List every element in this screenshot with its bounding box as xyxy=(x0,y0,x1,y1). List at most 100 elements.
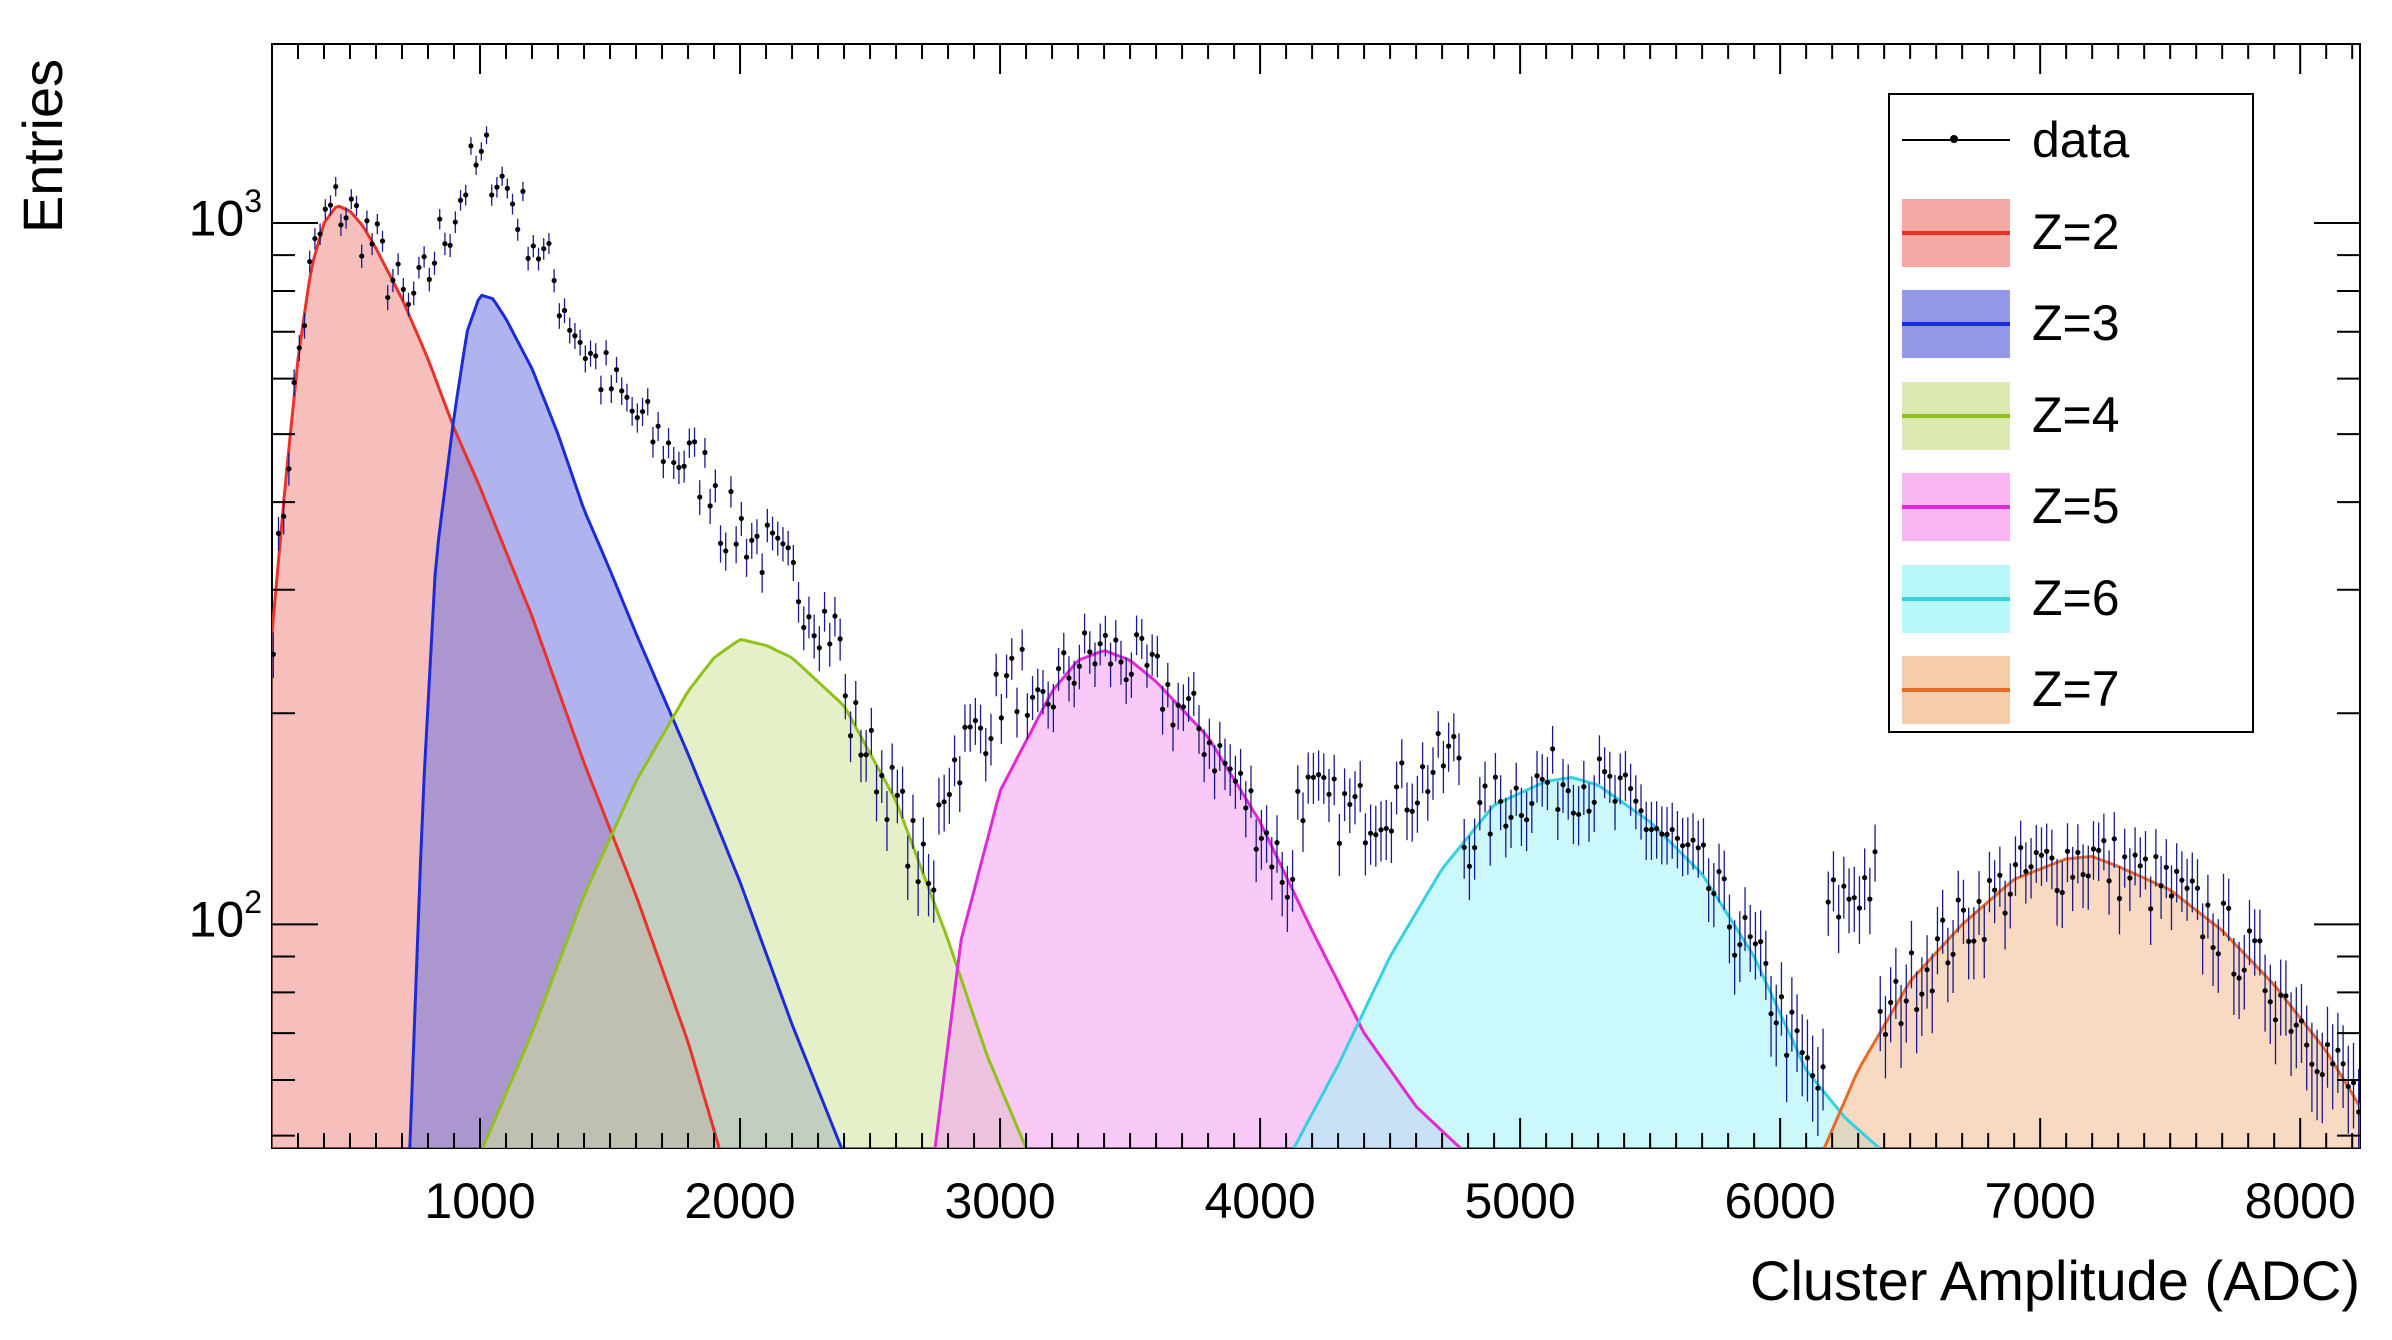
data-point xyxy=(1414,800,1421,806)
data-point xyxy=(1326,791,1332,797)
data-point xyxy=(1669,826,1675,833)
legend-label: Z=4 xyxy=(2032,386,2120,443)
data-point xyxy=(1128,671,1134,677)
data-point xyxy=(905,863,911,869)
data-point xyxy=(494,184,500,190)
data-point xyxy=(1404,807,1410,813)
data-point xyxy=(769,530,776,536)
data-point xyxy=(1674,835,1681,842)
data-point xyxy=(1253,846,1259,852)
data-point xyxy=(2189,878,2195,884)
data-point xyxy=(1945,960,1951,966)
data-point xyxy=(1232,778,1238,784)
legend-entry-z3: Z=3 xyxy=(1890,278,2252,370)
data-point xyxy=(1081,630,1088,636)
data-point xyxy=(1940,917,1946,923)
data-point xyxy=(2080,871,2086,878)
data-point xyxy=(712,482,718,489)
data-point xyxy=(1243,805,1249,811)
data-point xyxy=(863,752,869,758)
data-point xyxy=(1113,637,1119,643)
data-point xyxy=(1966,938,1972,944)
data-point xyxy=(447,242,453,248)
data-point xyxy=(1758,939,1764,945)
data-point xyxy=(473,162,479,168)
data-point xyxy=(1482,783,1488,789)
data-point xyxy=(2231,971,2237,977)
data-point xyxy=(1612,798,1618,804)
data-point xyxy=(1258,835,1264,842)
data-point xyxy=(1732,952,1738,958)
data-point xyxy=(1690,837,1696,843)
data-point xyxy=(1789,1009,1795,1015)
data-point xyxy=(395,261,401,267)
data-point xyxy=(608,386,614,392)
data-point xyxy=(2179,877,2185,883)
data-point xyxy=(785,545,791,551)
data-point xyxy=(411,290,417,296)
data-point xyxy=(2033,849,2039,856)
data-point xyxy=(764,522,770,528)
data-point xyxy=(1820,1064,1826,1070)
data-point xyxy=(733,541,739,547)
data-point xyxy=(1237,770,1244,776)
data-point xyxy=(541,246,547,252)
data-point xyxy=(530,243,536,249)
data-point xyxy=(416,264,422,271)
data-point xyxy=(2194,885,2201,891)
data-point xyxy=(2148,906,2154,912)
data-point xyxy=(1544,779,1551,785)
data-point xyxy=(629,408,635,414)
data-point xyxy=(868,727,874,733)
data-point xyxy=(957,780,963,786)
legend-line xyxy=(1902,413,2010,418)
data-point xyxy=(1555,806,1561,813)
data-point xyxy=(790,559,796,566)
data-point xyxy=(405,301,412,307)
data-point xyxy=(1222,760,1228,766)
data-point xyxy=(1045,701,1051,707)
data-point xyxy=(301,323,308,329)
data-point xyxy=(1648,826,1655,833)
data-point xyxy=(1867,896,1873,902)
data-point xyxy=(1269,864,1275,870)
data-point xyxy=(1316,772,1322,778)
data-point xyxy=(801,624,807,631)
data-point xyxy=(1248,788,1254,794)
data-point xyxy=(697,494,703,500)
data-point xyxy=(1061,650,1067,656)
data-point xyxy=(1747,934,1753,940)
data-point xyxy=(1981,936,1987,943)
data-point xyxy=(2257,938,2263,944)
data-point xyxy=(2184,885,2190,891)
data-point xyxy=(483,132,490,138)
data-point xyxy=(1159,706,1166,712)
data-point xyxy=(1934,936,1941,942)
data-point xyxy=(1877,1008,1883,1015)
data-point xyxy=(837,636,843,642)
data-point xyxy=(1409,808,1415,814)
data-point xyxy=(2137,863,2143,869)
data-point xyxy=(431,260,438,266)
data-point xyxy=(2101,838,2107,844)
legend-entry-z5: Z=5 xyxy=(1890,461,2252,553)
data-point xyxy=(1773,1020,1779,1026)
data-point xyxy=(1055,666,1062,672)
data-point xyxy=(390,277,396,283)
data-point xyxy=(468,143,474,149)
data-point xyxy=(2272,1017,2279,1023)
data-point xyxy=(385,294,391,301)
data-point xyxy=(2330,1061,2336,1067)
data-point xyxy=(1498,798,1504,805)
data-point xyxy=(1227,766,1233,772)
legend-label: Z=2 xyxy=(2032,203,2120,260)
data-point xyxy=(1451,733,1457,740)
data-point xyxy=(2210,944,2216,951)
data-point xyxy=(972,717,978,724)
data-point xyxy=(1960,907,1967,913)
data-point xyxy=(2059,889,2065,896)
legend-entry-z4: Z=4 xyxy=(1890,370,2252,462)
data-point xyxy=(338,222,344,228)
data-point xyxy=(660,458,666,465)
data-point xyxy=(1856,905,1863,911)
